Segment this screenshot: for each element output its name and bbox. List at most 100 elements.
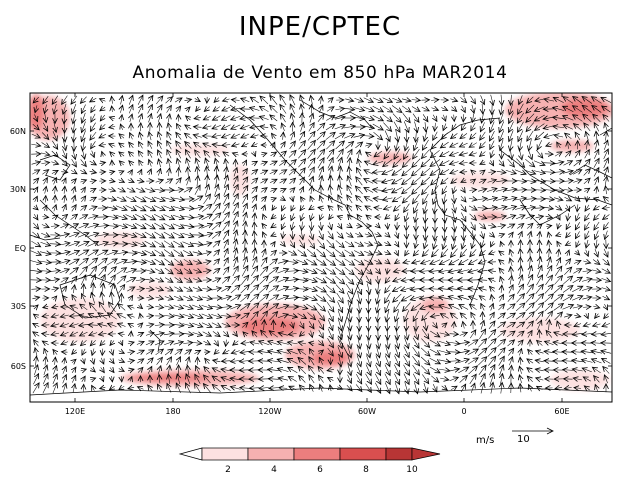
wind-vector — [147, 105, 153, 114]
wind-vector — [345, 99, 353, 101]
wind-vector — [392, 113, 401, 123]
wind-vector — [54, 178, 57, 185]
wind-vector — [129, 161, 133, 165]
wind-vector — [432, 185, 439, 195]
wind-vector — [260, 179, 268, 183]
wind-vector — [529, 139, 532, 151]
wind-vector — [490, 121, 495, 133]
wind-vector — [125, 196, 136, 202]
lat-label-60n: 60N — [10, 127, 26, 136]
wind-vector — [472, 104, 474, 113]
wind-vector — [270, 125, 277, 130]
wind-vector — [471, 170, 475, 174]
wind-vector — [557, 142, 561, 149]
wind-vector — [243, 169, 248, 176]
wind-vector — [372, 105, 384, 112]
wind-vector — [356, 177, 363, 186]
wind-vector — [518, 130, 524, 142]
wind-vector — [145, 189, 155, 192]
wind-vector — [442, 185, 448, 194]
wind-vector — [443, 123, 446, 131]
wind-vector — [176, 150, 182, 159]
wind-vector — [109, 144, 116, 146]
wind-vector — [89, 171, 97, 173]
wind-vector — [129, 152, 134, 157]
wind-vector — [411, 100, 421, 101]
wind-vector — [250, 108, 260, 111]
wind-vector — [422, 149, 430, 159]
wind-vector — [554, 135, 564, 137]
wind-vector — [511, 94, 512, 105]
wind-vector — [542, 181, 555, 182]
wind-vector — [387, 138, 389, 151]
wind-vector — [326, 149, 334, 159]
wind-vector — [187, 177, 190, 186]
wind-vector — [289, 141, 296, 150]
wind-vector — [192, 196, 202, 203]
wind-vector — [509, 103, 513, 114]
wind-vector — [112, 106, 113, 113]
wind-vector — [259, 116, 269, 119]
wind-vector — [431, 140, 439, 149]
wind-vector — [80, 159, 87, 166]
wind-vector — [542, 189, 555, 190]
wind-vector — [100, 114, 104, 121]
wind-vector — [51, 162, 58, 164]
wind-vector — [544, 99, 555, 101]
wind-vector — [353, 135, 365, 138]
wind-vector — [459, 153, 468, 155]
wind-vector — [223, 152, 230, 156]
wind-vector — [311, 186, 312, 195]
wind-vector — [326, 116, 334, 121]
wind-vector — [283, 132, 284, 140]
wind-vector — [449, 152, 459, 155]
wind-vector — [241, 134, 250, 138]
wind-vector — [334, 117, 345, 119]
wind-vector — [35, 105, 37, 112]
wind-vector — [260, 170, 267, 173]
wind-vector — [158, 132, 161, 141]
wind-vector — [80, 180, 87, 182]
wind-vector — [470, 132, 477, 139]
wind-vector — [422, 139, 429, 150]
colorbar: 2 4 6 8 10 — [178, 447, 441, 475]
wind-vector — [55, 186, 56, 194]
wind-vector — [149, 160, 152, 167]
wind-vector — [480, 170, 485, 174]
wind-vector — [91, 105, 95, 113]
wind-vector — [353, 117, 365, 119]
wind-vector — [272, 133, 276, 138]
wind-vector — [282, 123, 285, 131]
wind-vector — [307, 149, 316, 159]
wind-vector — [298, 141, 306, 150]
wind-vector — [61, 172, 67, 173]
wind-vector — [167, 141, 172, 150]
wind-vector — [491, 150, 494, 158]
wind-vector — [461, 123, 465, 131]
wind-vector — [242, 177, 247, 186]
wind-vector — [500, 139, 503, 151]
colorbar-cell-low — [178, 447, 203, 461]
wind-vector — [583, 159, 590, 168]
wind-vector — [490, 130, 495, 141]
wind-vector — [480, 162, 485, 165]
wind-vector — [479, 141, 486, 149]
wind-vector — [501, 103, 503, 115]
wind-vector — [307, 140, 316, 150]
wind-vector — [110, 152, 114, 156]
wind-vector — [345, 142, 353, 149]
wind-vector — [421, 107, 429, 111]
wind-vector — [584, 123, 591, 132]
wind-vector — [168, 114, 170, 123]
wind-vector — [433, 114, 437, 122]
wind-vector — [120, 124, 122, 130]
wind-vector — [41, 162, 49, 163]
wind-vector — [108, 180, 115, 181]
wind-vector — [146, 96, 153, 105]
wind-vector — [582, 105, 592, 113]
wind-vector — [82, 121, 86, 133]
wind-vector — [232, 153, 239, 155]
wind-vector — [61, 159, 67, 166]
wind-vector — [177, 124, 181, 131]
wind-vector — [204, 107, 210, 112]
